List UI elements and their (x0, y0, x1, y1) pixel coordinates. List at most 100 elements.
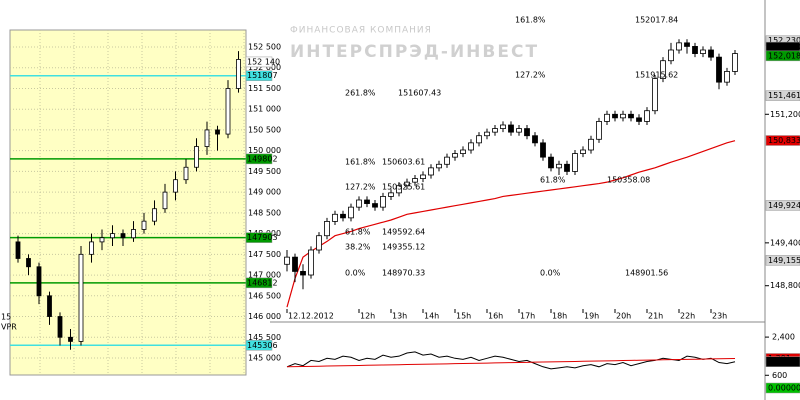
candle-body (15, 241, 21, 259)
price-label: 0.00000 (768, 384, 800, 393)
candle-body (428, 167, 434, 176)
candle-body (644, 110, 650, 122)
y-tick-label: 600 (772, 371, 787, 380)
inset-y-tick-label: 151 000 (248, 105, 281, 114)
fib-level: 61.8% (345, 228, 371, 237)
fib-level: 0.0% (345, 269, 366, 278)
oscillator-line (286, 357, 736, 368)
candle-body (524, 128, 530, 137)
candle-body (676, 42, 682, 51)
fib-price: 150325.61 (382, 183, 425, 192)
candle-body (652, 78, 658, 112)
candle-body (468, 142, 474, 151)
candle-body (452, 153, 458, 158)
candle-body (580, 149, 586, 154)
candle-body (708, 49, 714, 58)
x-tick-label: 14h (424, 312, 439, 321)
candle-body (628, 113, 634, 119)
inset-y-tick-label: 149 000 (248, 188, 281, 197)
inset-y-tick-label: 147 000 (248, 271, 281, 280)
fib-price: 148970.33 (382, 269, 425, 278)
fib-price: 149592.64 (382, 228, 425, 237)
candle-body (26, 258, 31, 268)
candle-body (700, 49, 706, 54)
y-tick-label: 2,400 (772, 333, 795, 342)
x-tick-label: 12h (360, 312, 375, 321)
fib-level: 127.2% (515, 71, 546, 80)
candle-body (516, 128, 522, 133)
fib-price: 152017.84 (635, 16, 678, 25)
inset-y-tick-label: 152 000 (248, 63, 281, 72)
candle-body (660, 60, 666, 79)
candle-body (620, 113, 626, 119)
x-tick-label: 21h (648, 312, 663, 321)
candle-body (500, 124, 506, 129)
price-label-box (765, 135, 800, 146)
inset-y-tick-label: 150 000 (248, 146, 281, 155)
candle-body (484, 131, 490, 137)
x-tick-label: 18h (552, 312, 567, 321)
candle-body (236, 59, 241, 89)
inset-y-tick-label: 151 500 (248, 84, 281, 93)
candle-body (564, 163, 570, 172)
candle-body (436, 163, 442, 169)
price-label-box (765, 356, 800, 367)
level-label: 151807 (247, 71, 278, 80)
x-tick-label: 23h (712, 312, 727, 321)
candle-body (396, 185, 402, 194)
price-label-box (765, 50, 800, 62)
inset-y-tick-label: 147 500 (248, 250, 281, 259)
price-label-box (765, 255, 800, 266)
x-tick-label: 16h (488, 312, 503, 321)
candle-body (57, 316, 63, 338)
fib-level: 127.2% (345, 183, 376, 192)
candle-body (572, 153, 578, 172)
price-label: 151,461 (768, 91, 800, 100)
inset-y-tick-label: 146 000 (248, 312, 281, 321)
level-label-box (245, 232, 273, 243)
candle-body (152, 208, 157, 222)
candle-body (292, 256, 298, 272)
candle-body (324, 221, 330, 237)
fib-level: 38.2% (345, 243, 371, 252)
candle-body (724, 71, 730, 83)
candle-body (194, 146, 199, 168)
candle-body (556, 163, 562, 169)
level-label-box (245, 56, 273, 68)
candle-body (596, 121, 602, 140)
price-label-box (765, 382, 800, 394)
candle-body (684, 42, 690, 47)
candle-body (110, 233, 115, 239)
price-label: 152,018 (768, 51, 800, 60)
candle-body (444, 156, 450, 165)
x-tick-label: 17h (520, 312, 535, 321)
level-label-box (245, 277, 273, 289)
price-label-box (765, 200, 800, 211)
candle-body (404, 181, 410, 187)
level-label: 149802 (247, 154, 278, 163)
candle-body (204, 129, 210, 147)
candle-body (388, 192, 394, 197)
candle-body (372, 203, 378, 208)
fib-level: 0.0% (540, 269, 561, 278)
candle-body (340, 213, 346, 219)
inset-y-tick-label: 150 500 (248, 125, 281, 134)
candle-body (380, 196, 386, 208)
fib-level: 161.8% (345, 158, 376, 167)
candle-body (508, 124, 514, 133)
x-tick-label: 19h (584, 312, 599, 321)
inset-panel (9, 29, 247, 376)
candle-body (120, 233, 126, 239)
candle-body (532, 135, 538, 144)
fib-level: 261.8% (345, 89, 376, 98)
y-tick-label: 148,800 (770, 281, 800, 290)
candle-body (540, 142, 546, 158)
x-tick-label: 15h (456, 312, 471, 321)
fib-price: 151915.62 (635, 71, 678, 80)
candle-body (492, 128, 498, 133)
candle-body (548, 156, 554, 169)
candle-body (604, 113, 610, 122)
candle-body (356, 199, 362, 208)
candle-body (131, 229, 136, 239)
